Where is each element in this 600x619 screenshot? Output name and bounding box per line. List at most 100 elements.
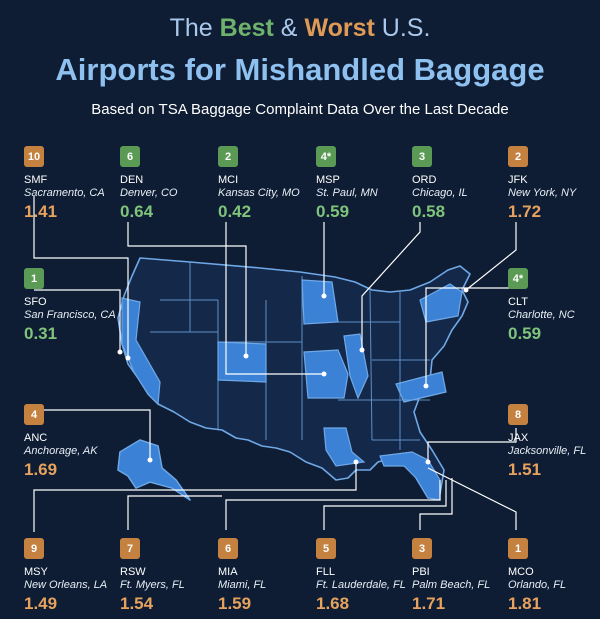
airport-city: St. Paul, MN — [316, 187, 378, 199]
airport-card-jax: 8 JAX Jacksonville, FL 1.51 — [508, 404, 598, 480]
airport-card-rsw: 7 RSW Ft. Myers, FL 1.54 — [120, 538, 220, 614]
airport-card-sfo: 1 SFO San Francisco, CA 0.31 — [24, 268, 124, 344]
connector-anc — [40, 409, 151, 460]
state-louisiana — [323, 427, 366, 467]
dot-jax — [425, 459, 431, 465]
airport-code: RSW — [120, 566, 146, 578]
connector-msy — [33, 462, 357, 532]
connector-den — [127, 222, 247, 356]
luggage-icon: 1 — [24, 268, 44, 289]
airport-code: SMF — [24, 174, 48, 186]
state-north-carolina — [395, 371, 447, 403]
airport-rate: 0.42 — [218, 202, 252, 221]
luggage-icon: 3 — [412, 146, 432, 167]
airport-rate: 1.81 — [508, 594, 542, 613]
airport-rate: 0.58 — [412, 202, 446, 221]
dot-jfk — [463, 287, 469, 293]
dot-anc — [147, 457, 153, 463]
airport-city: Ft. Myers, FL — [120, 579, 185, 591]
title-worst: Worst — [304, 14, 375, 42]
airport-card-fll: 5 FLL Ft. Lauderdale, FL 1.68 — [316, 538, 416, 614]
connector-clt — [425, 287, 516, 386]
state-borders — [150, 262, 430, 450]
airport-rate: 1.69 — [24, 460, 58, 479]
airport-code: MSP — [316, 174, 340, 186]
airport-city: New Orleans, LA — [24, 579, 108, 591]
airport-rate: 0.31 — [24, 324, 58, 343]
luggage-icon: 4* — [316, 146, 336, 167]
luggage-icon: 1 — [508, 538, 528, 559]
dot-ord — [359, 347, 365, 353]
airport-city: Kansas City, MO — [218, 187, 300, 199]
state-florida — [379, 451, 441, 501]
airport-rate: 0.59 — [508, 324, 542, 343]
airport-city: Orlando, FL — [508, 579, 567, 591]
dot-den — [243, 353, 249, 359]
title-amp: & — [280, 14, 298, 42]
connector-sfo — [34, 289, 121, 352]
airport-city: Sacramento, CA — [24, 187, 105, 199]
luggage-icon: 6 — [120, 146, 140, 167]
luggage-icon: 2 — [218, 146, 238, 167]
airport-card-pbi: 3 PBI Palm Beach, FL 1.71 — [412, 538, 512, 614]
connector-smf — [33, 196, 129, 358]
luggage-icon: 4 — [24, 404, 44, 425]
airport-card-mci: 2 MCI Kansas City, MO 0.42 — [218, 146, 318, 222]
airport-rate: 1.54 — [120, 594, 154, 613]
airport-code: MCO — [508, 566, 534, 578]
airport-card-msy: 9 MSY New Orleans, LA 1.49 — [24, 538, 124, 614]
airport-rate: 1.71 — [412, 594, 446, 613]
airport-code: FLL — [316, 566, 335, 578]
luggage-icon: 7 — [120, 538, 140, 559]
dot-msy — [353, 459, 359, 465]
luggage-icon: 2 — [508, 146, 528, 167]
dot-mci — [321, 371, 327, 377]
title-best: Best — [219, 14, 274, 42]
airport-city: San Francisco, CA — [24, 309, 116, 321]
connector-mco — [427, 467, 517, 530]
airport-rate: 0.59 — [316, 202, 350, 221]
airport-card-anc: 4 ANC Anchorage, AK 1.69 — [24, 404, 124, 480]
airport-code: MIA — [218, 566, 238, 578]
airport-code: DEN — [120, 174, 144, 186]
dot-msp — [321, 293, 327, 299]
airport-code: PBI — [412, 566, 430, 578]
state-california — [121, 297, 161, 406]
airport-code: MCI — [218, 174, 239, 186]
connector-rsw — [127, 495, 222, 530]
state-minnesota — [301, 279, 339, 325]
airport-rate: 0.64 — [120, 202, 154, 221]
luggage-icon: 6 — [218, 538, 238, 559]
page-title: Airports for Mishandled Baggage — [55, 52, 545, 87]
luggage-icon: 8 — [508, 404, 528, 425]
airport-rate: 1.41 — [24, 202, 58, 221]
airport-card-smf: 10 SMF Sacramento, CA 1.41 — [24, 146, 124, 222]
dot-clt — [423, 383, 429, 389]
airport-rate: 1.59 — [218, 594, 252, 613]
airport-city: Chicago, IL — [412, 187, 468, 199]
airport-code: ORD — [412, 174, 437, 186]
airport-card-den: 6 DEN Denver, CO 0.64 — [120, 146, 220, 222]
dot-sfo — [117, 349, 123, 355]
dot-smf — [125, 355, 131, 361]
airport-code: SFO — [24, 296, 47, 308]
airport-city: Denver, CO — [120, 187, 178, 199]
title-prefix: The — [169, 14, 213, 42]
airport-code: ANC — [24, 432, 48, 444]
luggage-icon: 9 — [24, 538, 44, 559]
connector-ord — [361, 222, 421, 350]
airport-city: Anchorage, AK — [24, 445, 98, 457]
connector-fll — [323, 480, 447, 530]
state-colorado — [217, 341, 267, 383]
airport-code: JFK — [508, 174, 528, 186]
airport-card-clt: 4* CLT Charlotte, NC 0.59 — [508, 268, 598, 344]
airport-card-ord: 3 ORD Chicago, IL 0.58 — [412, 146, 512, 222]
subtitle: Based on TSA Baggage Complaint Data Over… — [91, 101, 509, 118]
airport-rate: 1.51 — [508, 460, 542, 479]
airport-city: Jacksonville, FL — [508, 445, 587, 457]
airport-code: JAX — [508, 432, 529, 444]
connector-pbi — [419, 478, 453, 530]
airport-card-jfk: 2 JFK New York, NY 1.72 — [508, 146, 598, 222]
airport-rate: 1.49 — [24, 594, 58, 613]
